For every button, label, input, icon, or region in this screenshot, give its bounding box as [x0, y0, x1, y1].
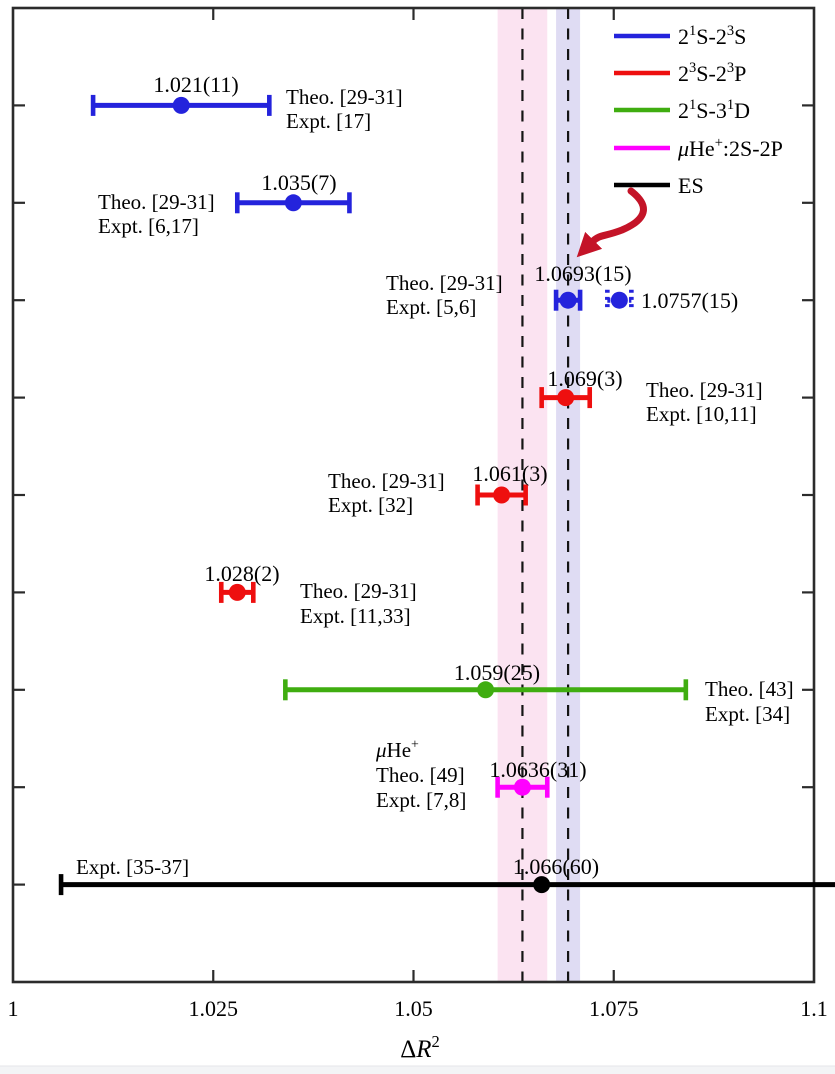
legend-label: μHe+:2S-2P: [677, 135, 783, 161]
x-axis-title: ΔR2: [400, 1032, 440, 1063]
reference-label: μHe+: [375, 737, 419, 762]
data-marker: [172, 96, 190, 114]
reference-label: Theo. [29-31]: [300, 579, 417, 603]
data-marker: [557, 389, 575, 407]
legend-entry-2¹S-3¹D: 21S-31D: [614, 97, 750, 123]
reference-label: Theo. [29-31]: [386, 271, 503, 295]
data-marker: [559, 291, 577, 309]
reference-label: Expt. [35-37]: [76, 855, 189, 879]
x-tick-label: 1.025: [189, 996, 239, 1021]
value-label: 1.0693(15): [534, 261, 631, 286]
value-label: 1.021(11): [153, 72, 238, 97]
x-tick-label: 1.05: [394, 996, 433, 1021]
errorbar-1.059_25_: 1.059(25) Theo. [43]Expt. [34]: [283, 660, 794, 726]
legend-label: ES: [678, 173, 704, 198]
bottom-page-strip: [0, 1066, 835, 1074]
data-marker: [228, 583, 246, 601]
value-label: 1.035(7): [261, 170, 336, 195]
uncertainty-bands: [497, 8, 581, 982]
value-label: 1.061(3): [472, 461, 547, 486]
curved-arrow-icon: [576, 187, 647, 258]
helium-2s-uncertainty-band: [556, 8, 581, 982]
reference-label: Expt. [11,33]: [300, 604, 411, 628]
reference-label: Expt. [32]: [328, 493, 413, 517]
value-label: 1.0757(15): [641, 288, 738, 313]
errorbar-1.0636_31_: 1.0636(31) μHe+Theo. [49]Expt. [7,8]: [375, 737, 587, 812]
x-axis-labels: 1 1.025 1.05 1.075 1.1 ΔR2: [8, 996, 828, 1063]
x-tick-label: 1.1: [800, 996, 828, 1021]
data-points: 1.021(11) Theo. [29-31]Expt. [17]1.035(7)…: [58, 72, 835, 896]
reference-label: Expt. [17]: [286, 109, 371, 133]
reference-label: Theo. [29-31]: [328, 469, 445, 493]
reference-label: Theo. [49]: [376, 763, 465, 787]
legend-entry-2³S-2³P: 23S-23P: [614, 60, 746, 86]
axes: [11, 6, 816, 984]
legend: 21S-23S 23S-23P 21S-31D μHe+:2S-2P ES: [614, 23, 783, 198]
errorbar-1.021_11_: 1.021(11) Theo. [29-31]Expt. [17]: [90, 72, 403, 133]
value-label: 1.066(60): [513, 854, 599, 879]
legend-label: 21S-31D: [678, 97, 750, 123]
legend-entry-2¹S-2³S: 21S-23S: [614, 23, 746, 49]
reference-label: Theo. [29-31]: [286, 85, 403, 109]
value-label: 1.069(3): [547, 366, 622, 391]
legend-label: 23S-23P: [678, 60, 746, 86]
x-tick-label: 1: [8, 996, 19, 1021]
data-marker: [533, 876, 551, 894]
value-label: 1.028(2): [204, 561, 279, 586]
data-marker: [477, 681, 495, 699]
errorbar-1.061_3_: 1.061(3) Theo. [29-31]Expt. [32]: [328, 461, 548, 517]
errorbar-1.0757_15_: 1.0757(15): [605, 288, 738, 313]
reference-label: Expt. [6,17]: [98, 214, 199, 238]
reference-label: Expt. [34]: [705, 702, 790, 726]
data-marker: [284, 194, 302, 212]
data-marker: [513, 778, 531, 796]
reference-label: Theo. [43]: [705, 677, 794, 701]
data-marker: [493, 486, 511, 504]
data-marker: [610, 291, 628, 309]
value-label: 1.0636(31): [489, 757, 586, 782]
value-label: 1.059(25): [454, 660, 540, 685]
reference-label: Expt. [7,8]: [376, 788, 466, 812]
errorbar-1.035_7_: 1.035(7) Theo. [29-31]Expt. [6,17]: [98, 170, 352, 238]
reference-label: Theo. [29-31]: [98, 190, 215, 214]
errorbar-1.069_3_: 1.069(3) Theo. [29-31]Expt. [10,11]: [539, 366, 763, 426]
errorbar-1.0693_15_: 1.0693(15) Theo. [29-31]Expt. [5,6]: [386, 261, 632, 319]
reference-label: Expt. [5,6]: [386, 295, 476, 319]
errorbar-1.066_60_: 1.066(60) Expt. [35-37]: [58, 854, 835, 896]
errorbar-1.028_2_: 1.028(2) Theo. [29-31]Expt. [11,33]: [204, 561, 416, 628]
reference-label: Expt. [10,11]: [646, 402, 757, 426]
legend-label: 21S-23S: [678, 23, 746, 49]
legend-entry-ES: ES: [614, 173, 704, 198]
reference-label: Theo. [29-31]: [646, 378, 763, 402]
legend-entry-μHe⁺:2S-2P: μHe+:2S-2P: [614, 135, 783, 161]
x-tick-label: 1.075: [589, 996, 639, 1021]
